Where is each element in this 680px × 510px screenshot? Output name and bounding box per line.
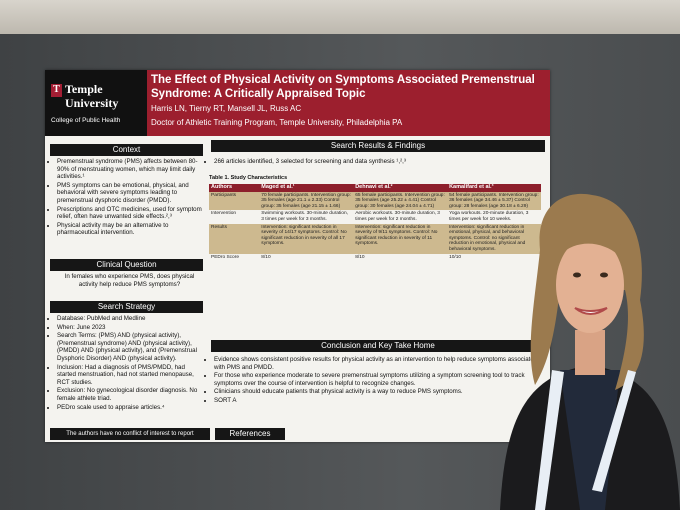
bullet: Clinicians should educate patients that … xyxy=(214,388,543,396)
table-cell: Swimming workouts. 30-minute duration, 3… xyxy=(259,210,354,224)
column-header: Maged et al.¹ xyxy=(259,184,354,192)
bullet: Inclusion: Had a diagnosis of PMS/PMDD, … xyxy=(57,364,205,387)
bullet-list: Database: PubMed and MedlineWhen: June 2… xyxy=(50,315,205,411)
logo-text: University xyxy=(65,96,119,110)
lanyard xyxy=(535,370,564,510)
footer-note: The authors have no conflict of interest… xyxy=(50,428,210,440)
bullet: Database: PubMed and Medline xyxy=(57,315,205,323)
table-cell: Results xyxy=(209,223,260,254)
table: Authors Maged et al.¹ Dehnavi et al.² Kamal… xyxy=(209,184,541,262)
table-cell: 70 female participants. Intervention gro… xyxy=(259,191,354,211)
section-heading: Context xyxy=(50,144,203,156)
section-heading: References xyxy=(215,428,285,440)
section-heading: Clinical Question xyxy=(50,259,203,271)
lanyard xyxy=(592,370,636,492)
table-row: Results Intervention: significant reducti… xyxy=(209,223,541,254)
authors: Harris LN, Tierny RT, Mansell JL, Russ A… xyxy=(151,104,302,113)
study-table: Authors Maged et al.¹ Dehnavi et al.² Kamal… xyxy=(209,184,541,262)
bullet: Evidence shows consistent positive resul… xyxy=(214,356,543,371)
eye xyxy=(573,272,581,278)
table-cell: Intervention: significant reduction in s… xyxy=(353,223,448,254)
table-cell: Intervention xyxy=(209,210,260,224)
table-row: PEDro Score 8/10 8/10 10/10 xyxy=(209,253,541,262)
section-heading: Search Strategy xyxy=(50,301,203,313)
table-cell: 10/10 xyxy=(447,253,541,262)
table-caption: Table 1. Study Characteristics xyxy=(209,175,288,181)
person xyxy=(500,193,680,510)
logo-text: Temple xyxy=(65,82,103,96)
search-text: Database: PubMed and MedlineWhen: June 2… xyxy=(50,315,205,412)
table-cell: 65 female participants. Intervention gro… xyxy=(353,191,448,211)
eye xyxy=(600,272,608,278)
table-cell: Intervention: significant reduction in s… xyxy=(259,223,354,254)
table-cell: PEDro Score xyxy=(209,253,260,262)
context-text: Premenstrual syndrome (PMS) affects betw… xyxy=(50,158,205,238)
bullet: Premenstrual syndrome (PMS) affects betw… xyxy=(57,158,205,181)
table-cell: Yoga workouts. 20-minute duration, 3 tim… xyxy=(447,210,541,224)
face xyxy=(556,237,624,333)
section-heading: Conclusion and Key Take Home xyxy=(211,340,545,352)
hair xyxy=(555,226,628,265)
wall xyxy=(0,0,680,34)
column-header: Authors xyxy=(209,184,260,192)
bullet: For those who experience moderate to sev… xyxy=(214,372,543,387)
logo-mark: T xyxy=(51,84,62,97)
bullet-list: Evidence shows consistent positive resul… xyxy=(207,356,543,405)
bullet: SORT A xyxy=(214,397,543,405)
table-row: Intervention Swimming workouts. 30-minute… xyxy=(209,210,541,224)
clinical-question: In females who experience PMS, does phys… xyxy=(64,273,195,288)
table-row: Participants 70 female participants. Inte… xyxy=(209,191,541,211)
table-cell: 54 female participants. Intervention gro… xyxy=(447,191,541,211)
logo-subtitle: College of Public Health xyxy=(51,117,121,124)
results-text: 266 articles identified, 3 selected for … xyxy=(207,158,537,167)
poster: T Temple University College of Public He… xyxy=(45,70,550,442)
table-cell: Aerobic workouts. 30-minute duration, 3 … xyxy=(353,210,448,224)
poster-title: The Effect of Physical Activity on Sympt… xyxy=(151,74,535,100)
title-band: The Effect of Physical Activity on Sympt… xyxy=(147,70,550,136)
table-cell: 8/10 xyxy=(353,253,448,262)
bullet: Physical activity may be an alternative … xyxy=(57,222,205,237)
bullet: PEDro scale used to appraise articles.⁴ xyxy=(57,404,205,412)
bullet-list: Premenstrual syndrome (PMS) affects betw… xyxy=(50,158,205,237)
neck xyxy=(575,330,605,375)
smile xyxy=(574,307,608,315)
table-header-row: Authors Maged et al.¹ Dehnavi et al.² Kamal… xyxy=(209,184,541,192)
table-cell: 8/10 xyxy=(259,253,354,262)
bullet: Prescriptions and OTC medicines, used fo… xyxy=(57,206,205,221)
column-header: Kamalifard et al.³ xyxy=(447,184,541,192)
affiliation: Doctor of Athletic Training Program, Tem… xyxy=(151,118,403,127)
logo: T Temple University College of Public He… xyxy=(45,70,147,136)
column-header: Dehnavi et al.² xyxy=(353,184,448,192)
bullet: Exclusion: No gynecological disorder dia… xyxy=(57,387,205,402)
bullet: PMS symptoms can be emotional, physical,… xyxy=(57,182,205,205)
table-cell: Participants xyxy=(209,191,260,211)
table-cell: Intervention: significant reduction in e… xyxy=(447,223,541,254)
bullet: When: June 2023 xyxy=(57,324,205,332)
bullet: 266 articles identified, 3 selected for … xyxy=(214,158,537,166)
section-heading: Search Results & Findings xyxy=(211,140,545,152)
conclusion-text: Evidence shows consistent positive resul… xyxy=(207,356,543,406)
bullet: Search Terms: (PMS) AND (physical activi… xyxy=(57,332,205,362)
